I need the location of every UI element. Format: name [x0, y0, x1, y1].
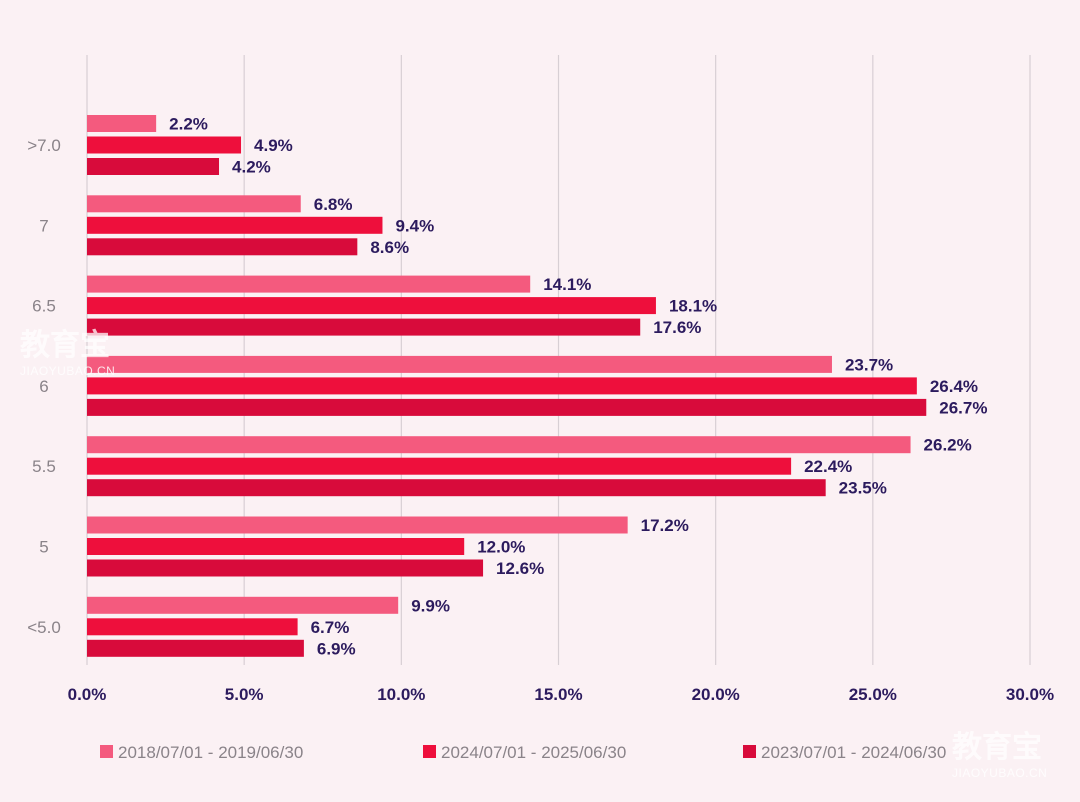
x-tick-label: 20.0%: [692, 685, 740, 704]
bar-value-label: 23.5%: [839, 479, 887, 498]
labels-layer: >7.0 2.2% 4.9% 4.2% 7 6.8% 9.4% 8.6% 6.5 14.1% 18.…: [27, 115, 987, 659]
category-label: <5.0: [27, 618, 61, 637]
bar-value-label: 4.9%: [254, 136, 293, 155]
bar: [87, 596, 399, 614]
legend-swatch: [100, 745, 113, 758]
bar-value-label: 6.7%: [311, 618, 350, 637]
bar: [87, 216, 383, 234]
legend-label: 2024/07/01 - 2025/06/30: [441, 743, 626, 762]
bar-value-label: 9.4%: [395, 216, 434, 235]
category-label: 6.5: [32, 297, 56, 316]
legend-swatch: [743, 745, 756, 758]
bar: [87, 436, 911, 454]
bar: [87, 618, 298, 636]
x-axis: 0.0% 5.0% 10.0% 15.0% 20.0% 25.0% 30.0%: [68, 685, 1054, 704]
legend-swatch: [423, 745, 436, 758]
bar: [87, 318, 641, 336]
category-label: 5: [39, 538, 48, 557]
bar-value-label: 12.0%: [477, 538, 525, 557]
bar-value-label: 18.1%: [669, 297, 717, 316]
bar: [87, 115, 157, 132]
category-label: >7.0: [27, 136, 61, 155]
bar-value-label: 6.9%: [317, 639, 356, 658]
bar: [87, 516, 628, 534]
bar-value-label: 26.2%: [924, 436, 972, 455]
bar-value-label: 23.7%: [845, 355, 893, 374]
watermark-left-subtext: JIAOYUBAO.CN: [20, 364, 115, 378]
x-tick-label: 25.0%: [849, 685, 897, 704]
x-tick-label: 0.0%: [68, 685, 107, 704]
watermark-left-text: 教育宝: [20, 328, 110, 362]
x-tick-label: 30.0%: [1006, 685, 1054, 704]
bar-value-label: 4.2%: [232, 158, 271, 177]
bars-layer: [87, 115, 927, 657]
bar: [87, 559, 484, 577]
bar-value-label: 9.9%: [411, 596, 450, 615]
bar-value-label: 22.4%: [804, 457, 852, 476]
watermark-right-text: 教育宝: [952, 730, 1042, 764]
legend-label: 2018/07/01 - 2019/06/30: [118, 743, 303, 762]
bar-value-label: 6.8%: [314, 195, 353, 214]
bar: [87, 238, 358, 256]
x-tick-label: 15.0%: [534, 685, 582, 704]
bar: [87, 377, 917, 395]
bar-value-label: 17.2%: [641, 516, 689, 535]
x-tick-label: 5.0%: [225, 685, 264, 704]
bar: [87, 639, 304, 657]
bar-value-label: 14.1%: [543, 275, 591, 294]
bar: [87, 538, 465, 555]
bar: [87, 398, 927, 416]
watermark-right-subtext: JIAOYUBAO.CN: [952, 766, 1047, 780]
category-label: 7: [39, 216, 48, 235]
bar: [87, 195, 301, 213]
bar-value-label: 12.6%: [496, 559, 544, 578]
bar-value-label: 26.7%: [939, 398, 987, 417]
bar-value-label: 8.6%: [370, 238, 409, 257]
category-label: 6: [39, 377, 48, 396]
bar-value-label: 17.6%: [653, 318, 701, 337]
bar: [87, 136, 242, 154]
legend-label: 2023/07/01 - 2024/06/30: [761, 743, 946, 762]
bar: [87, 297, 656, 315]
bar: [87, 479, 826, 497]
bar: [87, 355, 832, 373]
x-tick-label: 10.0%: [377, 685, 425, 704]
bar-value-label: 26.4%: [930, 377, 978, 396]
watermark-right: 教育宝 JIAOYUBAO.CN: [952, 730, 1047, 780]
bar: [87, 275, 531, 293]
bar: [87, 457, 792, 475]
bar-value-label: 2.2%: [169, 115, 208, 134]
category-label: 5.5: [32, 457, 56, 476]
watermark-left: 教育宝 JIAOYUBAO.CN: [20, 328, 115, 378]
bar: [87, 158, 220, 175]
legend: 2018/07/01 - 2019/06/30 2024/07/01 - 2025…: [100, 743, 946, 762]
